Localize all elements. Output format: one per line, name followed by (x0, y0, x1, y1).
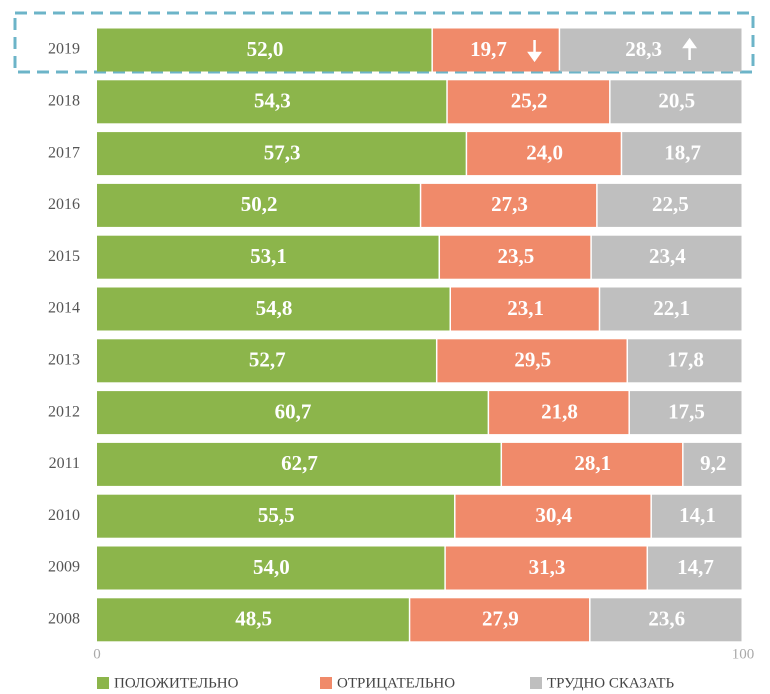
value-label: 25,2 (511, 89, 548, 113)
bar-segment (421, 183, 597, 227)
bar-segment (97, 183, 420, 227)
bar-segment (97, 546, 445, 590)
value-label: 27,9 (482, 607, 519, 631)
value-label: 23,6 (648, 607, 685, 631)
y-tick-label: 2009 (48, 559, 80, 576)
bar-segment (410, 598, 590, 642)
legend-label: ТРУДНО СКАЗАТЬ (547, 675, 675, 691)
value-label: 57,3 (264, 140, 301, 164)
value-label: 28,3 (625, 37, 662, 61)
legend-label: ПОЛОЖИТЕЛЬНО (114, 675, 239, 691)
bar-segment (97, 494, 455, 538)
value-label: 23,5 (498, 244, 535, 268)
value-label: 60,7 (275, 399, 312, 423)
bar-segment (440, 235, 591, 279)
y-tick-label: 2012 (48, 403, 80, 420)
value-label: 52,7 (249, 348, 286, 372)
x-tick-label: 100 (732, 646, 755, 662)
value-label: 55,5 (258, 503, 295, 527)
y-tick-label: 2008 (48, 610, 80, 627)
value-label: 17,8 (667, 348, 704, 372)
value-label: 18,7 (664, 140, 701, 164)
bar-segment (432, 28, 559, 72)
bar-segment (447, 80, 610, 124)
bar-segment (467, 132, 621, 176)
legend-swatch (97, 677, 109, 689)
value-label: 14,7 (677, 555, 714, 579)
bar-segment (591, 235, 742, 279)
value-label: 21,8 (541, 399, 578, 423)
legend-swatch (320, 677, 332, 689)
value-label: 23,1 (507, 296, 544, 320)
bar-segment (629, 391, 742, 435)
bar-segment (97, 339, 436, 383)
value-label: 27,3 (491, 192, 528, 216)
y-tick-label: 2015 (48, 248, 80, 265)
bar-segment (97, 598, 409, 642)
value-label: 23,4 (649, 244, 686, 268)
bar-segment (445, 546, 647, 590)
value-label: 54,3 (254, 89, 291, 113)
value-label: 52,0 (247, 37, 284, 61)
bar-segment (597, 183, 742, 227)
bar-segment (489, 391, 629, 435)
x-tick-label: 0 (93, 646, 101, 662)
up-arrow (682, 37, 698, 60)
bar-segment (97, 132, 466, 176)
bar-segment (451, 287, 599, 331)
value-label: 30,4 (535, 503, 572, 527)
bar-segment (97, 80, 447, 124)
value-label: 31,3 (529, 555, 566, 579)
highlight-box (13, 11, 755, 74)
y-tick-label: 2018 (48, 92, 80, 109)
value-label: 24,0 (526, 140, 563, 164)
value-label: 50,2 (241, 192, 278, 216)
bar-segment (455, 494, 651, 538)
bar-segment (502, 442, 683, 486)
down-arrow (527, 40, 542, 63)
y-tick-label: 2013 (48, 351, 80, 368)
value-label: 62,7 (281, 451, 318, 475)
bar-segment (648, 546, 742, 590)
bar-segment (560, 28, 742, 72)
y-tick-label: 2014 (48, 300, 80, 317)
value-label: 9,2 (700, 451, 726, 475)
value-label: 22,5 (652, 192, 689, 216)
bar-segment (683, 442, 742, 486)
bar-segment (590, 598, 742, 642)
bar-segment (622, 132, 742, 176)
value-label: 22,1 (653, 296, 690, 320)
legend-swatch (530, 677, 542, 689)
y-tick-label: 2017 (48, 144, 80, 161)
value-label: 29,5 (514, 348, 551, 372)
bar-segment (97, 391, 488, 435)
y-tick-label: 2010 (48, 507, 80, 524)
bar-segment (628, 339, 742, 383)
value-label: 14,1 (679, 503, 716, 527)
value-label: 20,5 (658, 89, 695, 113)
bar-segment (600, 287, 742, 331)
value-label: 48,5 (235, 607, 272, 631)
bar-segment (97, 235, 439, 279)
bar-segment (97, 442, 501, 486)
value-label: 53,1 (250, 244, 287, 268)
legend-label: ОТРИЦАТЕЛЬНО (337, 675, 455, 691)
bar-segment (97, 287, 450, 331)
y-tick-label: 2016 (48, 196, 80, 213)
y-tick-label: 2019 (48, 41, 80, 58)
bar-segment (97, 28, 432, 72)
value-label: 28,1 (574, 451, 611, 475)
y-tick-label: 2011 (49, 455, 80, 472)
bar-segment (437, 339, 627, 383)
value-label: 54,8 (256, 296, 293, 320)
bar-segment (610, 80, 742, 124)
bar-segment (651, 494, 742, 538)
value-label: 54,0 (253, 555, 290, 579)
value-label: 17,5 (668, 399, 705, 423)
value-label: 19,7 (470, 37, 507, 61)
